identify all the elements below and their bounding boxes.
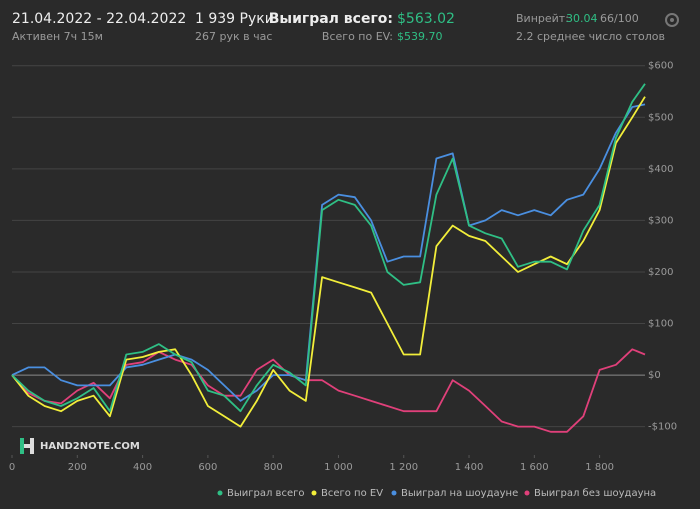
- gear: [665, 13, 679, 27]
- hands: 1 939 Руки: [195, 11, 274, 27]
- legend-item: Выиграл на шоудауне: [391, 488, 518, 499]
- logo-bar: [24, 444, 30, 448]
- winrate-value: 30.04: [566, 12, 598, 25]
- x-tick-label: 200: [68, 462, 87, 473]
- y-tick-label: $500: [648, 112, 673, 123]
- y-tick-label: $400: [648, 164, 673, 175]
- legend-label: Выиграл на шоудауне: [401, 488, 518, 499]
- x-tick-label: 0: [9, 462, 15, 473]
- logo-bar: [20, 438, 24, 454]
- legend-item: Выиграл без шоудауна: [524, 488, 656, 499]
- x-tick-label: 1 400: [455, 462, 484, 473]
- x-tick-label: 1 200: [389, 462, 418, 473]
- x-tick-label: 1 600: [520, 462, 549, 473]
- legend-label: Выиграл всего: [227, 488, 304, 499]
- legend-marker: [311, 490, 317, 496]
- legend-marker: [217, 490, 223, 496]
- x-tick-label: 1 000: [324, 462, 353, 473]
- settings-button[interactable]: [665, 13, 679, 27]
- x-tick-label: 1 800: [585, 462, 614, 473]
- gear-center: [670, 18, 674, 22]
- y-tick-label: $300: [648, 215, 673, 226]
- y-tick-label: $100: [648, 319, 673, 330]
- series-line: [11, 83, 646, 413]
- legend-marker: [524, 490, 530, 496]
- hands-per-hour: 267 рук в час: [195, 30, 272, 43]
- tables: 2.2 среднее число столов: [516, 30, 665, 43]
- legend-item: Всего по EV: [311, 488, 383, 499]
- logo: HAND2NOTE.COM: [20, 438, 140, 454]
- y-tick-label: $0: [648, 370, 661, 381]
- series-line: [11, 103, 646, 402]
- active-time: Активен 7ч 15м: [12, 30, 103, 43]
- ev-label: Всего по EV:: [322, 30, 393, 43]
- legend-item: Выиграл всего: [217, 488, 304, 499]
- x-tick-label: 600: [198, 462, 217, 473]
- y-tick-label: $600: [648, 61, 673, 72]
- series-line: [11, 96, 646, 428]
- dates: 21.04.2022 - 22.04.2022: [12, 11, 186, 27]
- y-tick-label: -$100: [648, 422, 677, 433]
- x-tick-label: 800: [264, 462, 283, 473]
- legend-label: Всего по EV: [321, 488, 383, 499]
- won-label: Выиграл всего:: [269, 11, 393, 27]
- legend-label: Выиграл без шоудауна: [534, 488, 656, 499]
- watermark: HAND2NOTE.COM: [40, 441, 140, 452]
- winrate-label: Винрейт:: [516, 12, 569, 25]
- ev-value: $539.70: [397, 30, 443, 43]
- y-tick-label: $200: [648, 267, 673, 278]
- won-value: $563.02: [397, 11, 455, 27]
- legend-marker: [391, 490, 397, 496]
- x-tick-label: 400: [133, 462, 152, 473]
- winrate-unit: 66/100: [600, 12, 639, 25]
- logo-bar: [30, 438, 34, 454]
